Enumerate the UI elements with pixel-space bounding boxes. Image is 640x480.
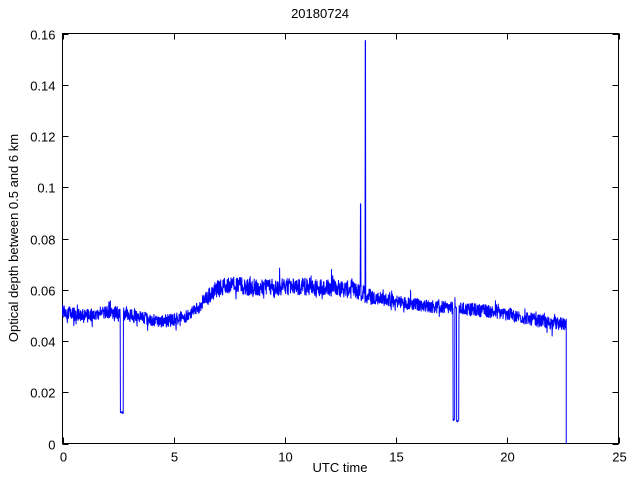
y-tick-label: 0.16 [30,28,55,43]
y-tick-label: 0.08 [30,233,55,248]
axes-box [62,33,619,444]
x-tick-label: 25 [612,450,626,465]
y-tick-label: 0.04 [30,335,55,350]
tick-labels: 0 5 10 15 20 25 0 0.02 0.04 0.06 0.08 0.1 0.12 0.14 0.… [30,28,627,465]
y-tick-label: 0.02 [30,386,55,401]
x-tick-label: 5 [171,450,178,465]
x-axis-label: UTC time [313,460,368,475]
y-tick-label: 0.1 [37,181,55,196]
tick-marks [62,33,620,445]
x-tick-label: 15 [389,450,403,465]
y-axis-label: Optical depth between 0.5 and 6 km [6,134,21,342]
x-tick-label: 20 [500,450,514,465]
y-tick-label: 0 [48,438,55,453]
data-series-line [62,40,567,444]
x-tick-label: 0 [60,450,67,465]
y-tick-label: 0.12 [30,130,55,145]
y-tick-label: 0.14 [30,79,55,94]
y-tick-label: 0.06 [30,284,55,299]
x-tick-label: 10 [278,450,292,465]
chart-title: 20180724 [291,6,349,21]
